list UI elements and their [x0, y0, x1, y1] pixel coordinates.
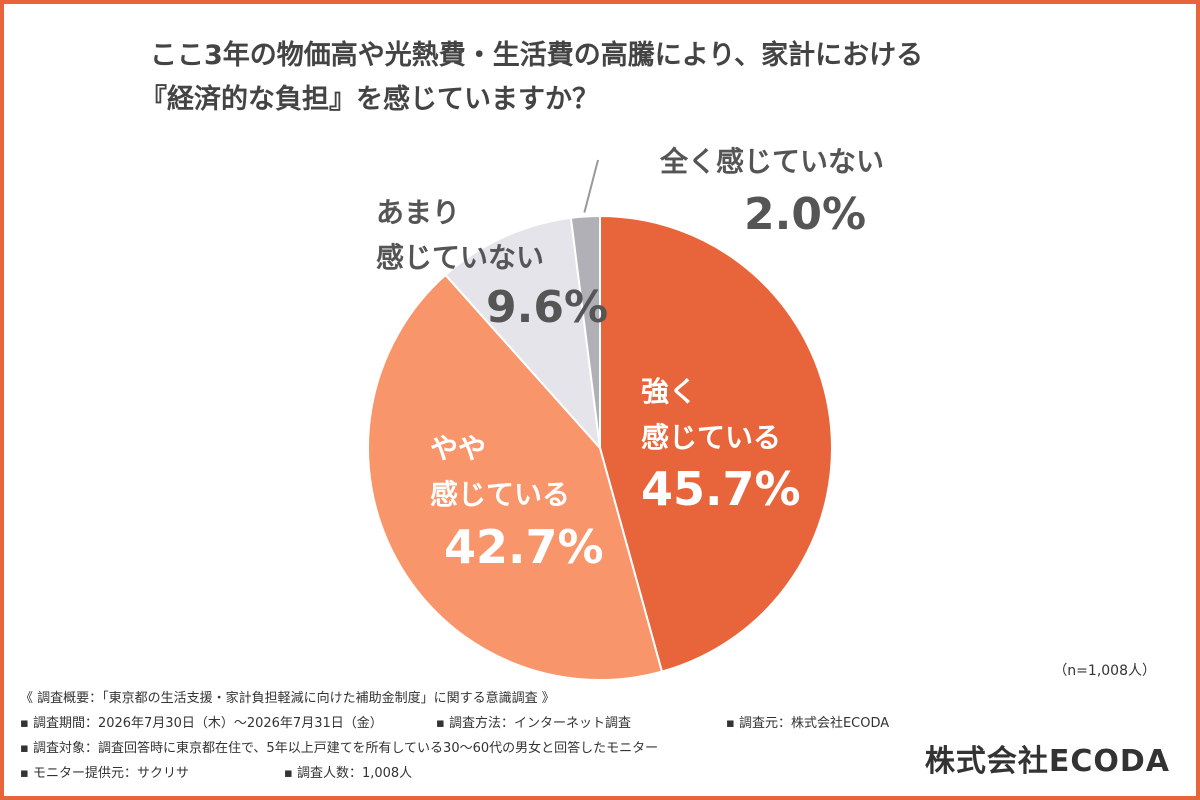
- notes-respondents: ▪ 調査人数：1,008人: [284, 766, 413, 781]
- label-not-much-line1: あまり: [376, 196, 460, 229]
- leader-line-not-at-all: [583, 159, 599, 213]
- slice-somewhat: [367, 273, 664, 681]
- title-line-1: ここ3年の物価高や光熱費・生活費の高騰により、家計における: [150, 40, 924, 71]
- chart-title: ここ3年の物価高や光熱費・生活費の高騰により、家計における 『経済的な負担』を感…: [140, 34, 1080, 122]
- label-strongly-line1: 強く: [641, 375, 697, 408]
- sample-size: （n=1,008人）: [1053, 663, 1156, 679]
- value-somewhat: 42.7%: [444, 520, 604, 574]
- notes-target: ▪ 調査対象：調査回答時に東京都在住で、5年以上戸建てを所有している30〜60代…: [20, 741, 659, 756]
- slice-not-at-all: [569, 214, 601, 449]
- notes-source: ▪ 調査元：株式会社ECODA: [726, 716, 890, 731]
- label-not-much-line2: 感じていない: [376, 241, 544, 274]
- value-not-at-all: 2.0%: [744, 189, 866, 240]
- company-logo: 株式会社ECODA: [924, 744, 1170, 779]
- label-somewhat-line1: やや: [430, 432, 486, 465]
- notes-method: ▪ 調査方法：インターネット調査: [436, 716, 631, 731]
- notes-provider: ▪ モニター提供元：サクリサ: [20, 766, 189, 781]
- slice-strongly: [599, 214, 833, 673]
- value-strongly: 45.7%: [641, 462, 801, 516]
- notes-overview: 《 調査概要：「東京都の生活支援・家計負担軽減に向けた補助金制度」に関する意識調…: [20, 691, 555, 706]
- title-line-2: 『経済的な負担』を感じていますか？: [140, 84, 599, 115]
- survey-notes: 《 調査概要：「東京都の生活支援・家計負担軽減に向けた補助金制度」に関する意識調…: [20, 686, 889, 786]
- value-not-much: 9.6%: [486, 282, 608, 333]
- label-strongly-line2: 感じている: [641, 421, 781, 454]
- label-somewhat-line2: 感じている: [430, 478, 570, 511]
- slice-not-much: [444, 216, 602, 452]
- label-not-at-all: 全く感じていない: [659, 145, 884, 178]
- notes-period: ▪ 調査期間：2026年7月30日（木）〜2026年7月31日（金）: [20, 716, 383, 731]
